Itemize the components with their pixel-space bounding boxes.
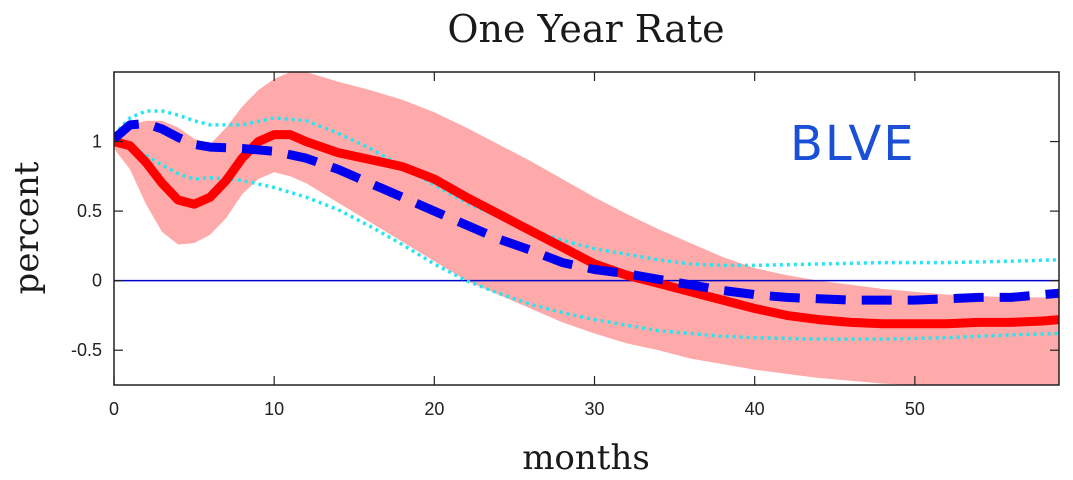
y-tick-label: 1	[92, 132, 102, 152]
x-tick-label: 30	[584, 399, 604, 419]
chart-title: One Year Rate	[447, 7, 724, 51]
y-tick-label: 0	[92, 271, 102, 291]
series-dotted-lower-line	[114, 139, 1059, 341]
x-tick-label: 0	[109, 399, 119, 419]
plot-area	[114, 72, 1059, 385]
series-layer	[114, 109, 1059, 341]
x-tick-label: 50	[905, 399, 925, 419]
x-tick-label: 20	[424, 399, 444, 419]
confidence-band	[114, 72, 1059, 385]
series-dashed-line	[114, 119, 1059, 305]
x-tick-label: 10	[264, 399, 284, 419]
x-axis-label: months	[522, 438, 650, 478]
y-tick-label: 0.5	[77, 201, 102, 221]
x-tick-label: 40	[745, 399, 765, 419]
y-tick-label: -0.5	[71, 340, 102, 360]
series-dotted-upper-line	[114, 109, 1059, 268]
x-axis-ticks: 0 10 20 30 40 50	[109, 72, 925, 419]
y-axis-label: percent	[7, 161, 47, 294]
series-solid-line	[114, 130, 1059, 329]
y-axis-ticks: -0.5 0 0.5 1	[71, 132, 1059, 360]
handwritten-annotation: BLVE	[790, 116, 916, 172]
plot-frame	[113, 71, 1060, 386]
